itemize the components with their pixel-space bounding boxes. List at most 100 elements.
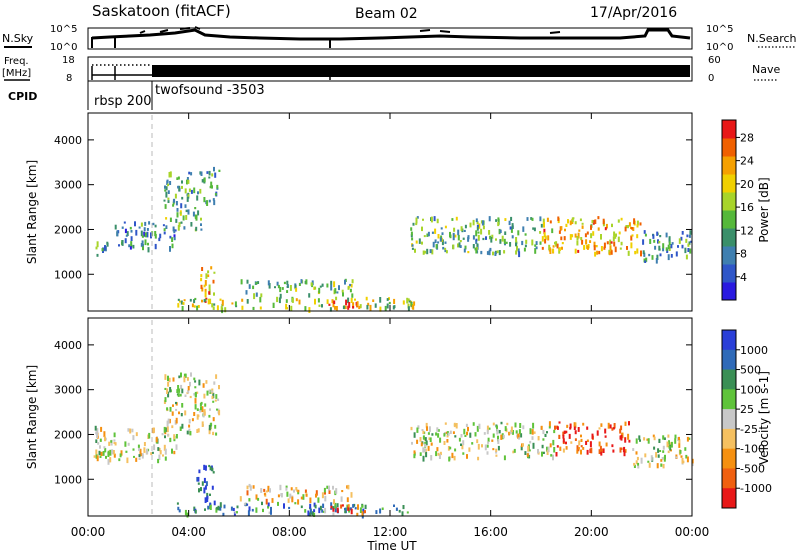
power-echo-cell: [644, 233, 647, 237]
power-echo-cell: [431, 249, 434, 255]
power-echo-cell: [643, 252, 646, 257]
power-echo-cell: [687, 248, 690, 252]
power-echo-cell: [200, 284, 203, 289]
velocity-echo-cell: [600, 448, 603, 453]
velocity-echo-cell: [526, 453, 529, 457]
velocity-echo-cell: [550, 454, 553, 457]
power-echo-cell: [535, 246, 538, 250]
power-echo-cell: [208, 291, 211, 295]
xtick-label: 20:00: [574, 525, 609, 539]
velocity-echo-cell: [95, 453, 98, 459]
velocity-echo-cell: [476, 439, 479, 444]
velocity-echo-cell: [381, 507, 384, 510]
velocity-echo-cell: [153, 427, 155, 433]
velocity-echo-cell: [265, 490, 268, 493]
power-echo-cell: [619, 247, 622, 250]
velocity-echo-cell: [497, 439, 500, 444]
velocity-echo-cell: [590, 447, 593, 454]
power-echo-cell: [187, 209, 190, 215]
velocity-echo-cell: [648, 462, 651, 468]
velocity-echo-cell: [95, 439, 98, 443]
power-echo-cell: [177, 303, 180, 308]
power-echo-cell: [168, 172, 171, 178]
date-title: 17/Apr/2016: [590, 5, 677, 21]
power-echo-cell: [212, 279, 215, 284]
nsky-tick-bottom: 10^0: [50, 42, 77, 53]
velocity-echo-cell: [340, 504, 343, 509]
velocity-echo-cell: [549, 443, 552, 448]
velocity-echo-cell: [169, 406, 172, 412]
power-echo-cell: [592, 231, 595, 236]
power-echo-cell: [488, 249, 491, 256]
velocity-echo-cell: [527, 445, 530, 452]
velocity-echo-cell: [178, 388, 181, 393]
power-echo-cell: [308, 307, 311, 313]
power-echo-cell: [195, 214, 197, 220]
power-echo-cell: [267, 280, 270, 286]
velocity-echo-cell: [477, 443, 480, 450]
velocity-echo-cell: [424, 437, 427, 442]
power-echo-cell: [437, 234, 440, 239]
power-echo-cell: [413, 301, 416, 306]
velocity-echo-cell: [565, 446, 568, 450]
power-echo-cell: [184, 204, 187, 208]
velocity-echo-cell: [110, 440, 113, 443]
velocity-echo-cell: [454, 448, 457, 452]
power-echo-cell: [459, 240, 462, 243]
power-echo-cell: [350, 284, 353, 288]
velocity-echo-cell: [311, 511, 314, 514]
power-echo-cell: [642, 250, 645, 255]
power-echo-cell: [477, 231, 480, 234]
velocity-echo-cell: [183, 376, 186, 383]
velocity-echo-cell: [212, 392, 215, 399]
velocity-echo-cell: [213, 381, 216, 385]
power-echo-cell: [178, 222, 181, 227]
velocity-echo-cell: [627, 433, 630, 440]
power-echo-cell: [352, 302, 355, 308]
velocity-echo-cell: [570, 441, 573, 444]
power-echo-cell: [444, 241, 447, 244]
velocity-ytick-label: 1000: [54, 473, 82, 486]
power-echo-cell: [163, 231, 166, 235]
power-echo-cell: [257, 281, 260, 284]
power-echo-cell: [475, 238, 478, 242]
velocity-echo-cell: [541, 451, 543, 457]
power-echo-cell: [668, 241, 671, 246]
power-echo-cell: [366, 304, 369, 310]
power-echo-cell: [203, 299, 206, 303]
power-echo-cell: [539, 231, 542, 234]
velocity-echo-cell: [112, 450, 115, 455]
velocity-echo-cell: [177, 506, 180, 511]
velocity-echo-cell: [313, 512, 316, 517]
xtick-label: 00:00: [71, 525, 106, 539]
velocity-echo-cell: [514, 422, 517, 428]
velocity-echo-cell: [501, 433, 504, 440]
power-colorbar: 4 8 12 16 20 24 28: [721, 119, 754, 301]
velocity-echo-cell: [544, 433, 547, 437]
velocity-echo-cell: [166, 420, 169, 427]
power-echo-cell: [509, 242, 512, 247]
velocity-echo-cell: [205, 481, 208, 487]
power-echo-cell: [510, 216, 513, 221]
velocity-echo-cell: [175, 444, 178, 450]
velocity-echo-cell: [466, 454, 468, 459]
power-echo-cell: [189, 298, 192, 302]
velocity-echo-cell: [578, 440, 581, 446]
power-echo-cell: [475, 230, 478, 237]
velocity-echo-cell: [322, 503, 325, 508]
power-echo-cell: [543, 232, 546, 238]
velocity-echo-cell: [319, 505, 322, 511]
power-echo-cell: [482, 225, 485, 230]
power-echo-cell: [116, 230, 119, 237]
power-echo-cell: [210, 266, 213, 270]
velocity-ylabel: Slant Range [km]: [25, 365, 39, 469]
velocity-echo-cell: [416, 427, 419, 433]
velocity-echo-cell: [619, 447, 622, 453]
velocity-echo-cell: [172, 404, 174, 407]
velocity-echo-cell: [167, 434, 170, 437]
velocity-echo-cell: [647, 460, 650, 463]
velocity-echo-cell: [562, 448, 565, 453]
power-echo-cell: [407, 306, 410, 312]
velocity-echo-cell: [204, 508, 206, 511]
velocity-echo-cell: [646, 438, 649, 441]
